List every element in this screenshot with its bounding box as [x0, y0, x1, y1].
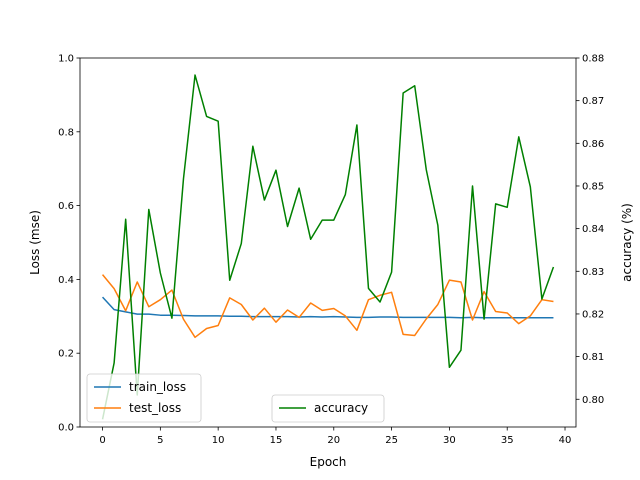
- x-axis-label: Epoch: [310, 455, 347, 469]
- y-right-tick-label: 0.80: [582, 395, 604, 406]
- legend-box: [86, 373, 202, 423]
- x-tick-label: 20: [327, 435, 340, 446]
- series-line-accuracy: [101, 74, 555, 420]
- legend-loss: train_loss test_loss: [86, 373, 202, 423]
- y-right-tick-label: 0.84: [582, 224, 604, 235]
- plot-frame: [79, 57, 577, 428]
- y-left-tick-label: 0.6: [58, 201, 74, 212]
- x-tick-label: 40: [559, 435, 572, 446]
- legend-box: [271, 394, 385, 423]
- series-layer: [101, 74, 555, 420]
- x-tick-label: 35: [501, 435, 514, 446]
- series-line-test-loss: [101, 274, 554, 339]
- x-tick-label: 10: [212, 435, 225, 446]
- x-tick-label: 30: [443, 435, 456, 446]
- y-axis-label-left: Loss (mse): [28, 210, 42, 275]
- y-right-tick-label: 0.81: [582, 352, 604, 363]
- x-tick-label: 0: [99, 435, 105, 446]
- y-right-tick-label: 0.83: [582, 267, 604, 278]
- y-left-tick-label: 0.8: [58, 127, 74, 138]
- y-left-tick-label: 1.0: [58, 54, 74, 65]
- y-left-tick-label: 0.0: [58, 423, 74, 434]
- y-left-tick-label: 0.2: [58, 349, 74, 360]
- series-line-train-loss: [101, 296, 554, 319]
- legend-label-accuracy: accuracy: [314, 401, 368, 415]
- y-right-tick-label: 0.86: [582, 139, 604, 150]
- x-tick-label: 5: [157, 435, 163, 446]
- y-right-tick-label: 0.88: [582, 54, 604, 65]
- legend-accuracy: accuracy: [271, 394, 385, 423]
- legend-label-test-loss: test_loss: [129, 401, 181, 415]
- axis-layer: 0 5 10 15 20 25 30 35 40 0.0 0.2 0.4 0.6 0.8 1.0 0.80 0.…: [58, 54, 604, 447]
- y-right-tick-label: 0.85: [582, 181, 604, 192]
- y-right-tick-label: 0.87: [582, 96, 604, 107]
- y-left-tick-label: 0.4: [58, 275, 74, 286]
- x-tick-label: 15: [270, 435, 283, 446]
- legend-label-train-loss: train_loss: [129, 380, 186, 394]
- y-axis-label-right: accuracy (%): [620, 203, 634, 282]
- x-tick-label: 25: [385, 435, 398, 446]
- y-right-tick-label: 0.82: [582, 309, 604, 320]
